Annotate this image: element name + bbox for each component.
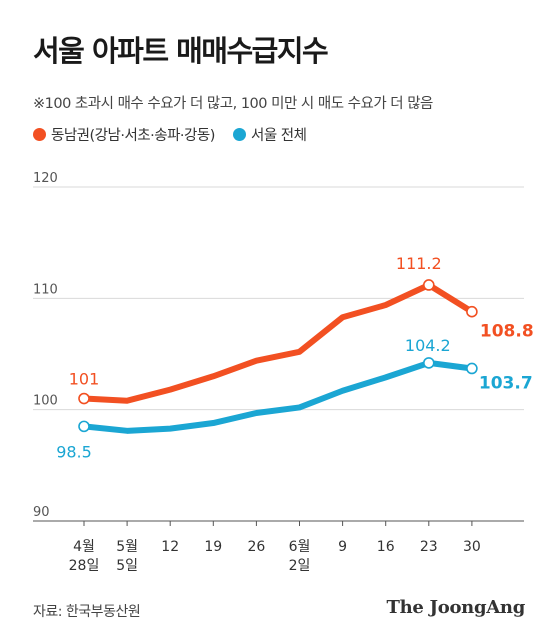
data-label: 98.5 xyxy=(56,442,92,461)
x-tick-label: 5월 xyxy=(116,539,138,555)
legend: 동남권(강남·서초·송파·강동) 서울 전체 xyxy=(33,124,320,145)
x-tick-label: 19 xyxy=(204,539,222,555)
x-tick-label: 30 xyxy=(463,539,481,555)
data-label: 103.7 xyxy=(479,373,533,393)
data-label: 104.2 xyxy=(405,336,451,355)
data-label: 111.2 xyxy=(396,254,442,273)
y-tick-label: 120 xyxy=(33,171,58,186)
x-tick-label: 28일 xyxy=(69,558,100,574)
data-point-marker xyxy=(466,362,478,375)
legend-label-gangnam: 동남권(강남·서초·송파·강동) xyxy=(51,128,215,144)
legend-item-gangnam: 동남권(강남·서초·송파·강동) xyxy=(33,124,215,145)
legend-label-seoul: 서울 전체 xyxy=(251,128,307,144)
legend-item-seoul: 서울 전체 xyxy=(233,124,307,145)
x-tick-label: 6월 xyxy=(289,539,311,555)
y-tick-label: 110 xyxy=(33,282,58,297)
data-label: 101 xyxy=(69,370,100,389)
data-point-marker xyxy=(422,357,435,369)
x-tick-label: 26 xyxy=(247,539,265,555)
source-note: 자료: 한국부동산원 xyxy=(33,604,141,620)
x-tick-label: 16 xyxy=(377,539,395,555)
series-line-1 xyxy=(81,359,475,434)
x-tick-label: 5일 xyxy=(116,558,138,574)
data-point-marker xyxy=(78,420,90,433)
x-tick-label: 12 xyxy=(161,539,179,555)
chart-subtitle: ※100 초과시 매수 수요가 더 많고, 100 미만 시 매도 수요가 더 … xyxy=(33,96,433,112)
data-point-marker xyxy=(466,305,478,318)
y-tick-label: 100 xyxy=(33,394,58,409)
chart-title: 서울 아파트 매매수급지수 xyxy=(33,34,329,68)
x-tick-label: 23 xyxy=(420,539,438,555)
data-point-marker xyxy=(78,392,90,405)
brand-logo: The JoongAng xyxy=(386,597,526,618)
x-tick-label: 4월 xyxy=(73,539,95,555)
data-point-marker xyxy=(422,279,435,291)
x-tick-label: 2일 xyxy=(289,558,311,574)
legend-swatch-seoul xyxy=(233,128,246,141)
x-tick-label: 9 xyxy=(338,539,347,555)
series-line-0 xyxy=(81,281,475,404)
legend-swatch-gangnam xyxy=(33,128,46,141)
data-label: 108.8 xyxy=(480,322,534,342)
y-tick-label: 90 xyxy=(33,505,50,520)
